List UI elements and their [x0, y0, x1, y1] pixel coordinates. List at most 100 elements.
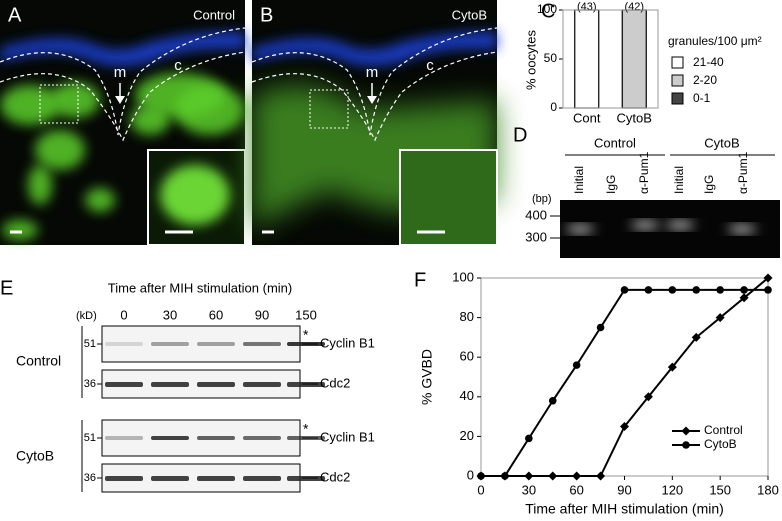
marker [596, 471, 606, 481]
mw-label: 51 [84, 432, 96, 444]
time-label: 90 [255, 307, 269, 322]
marker [548, 396, 557, 405]
blot-band [197, 476, 235, 481]
nucleus-layer [252, 31, 497, 66]
green-signal [28, 165, 52, 205]
gel-band [728, 225, 756, 233]
blot-band [243, 342, 281, 346]
micrograph: B CytoB m c [251, 0, 498, 246]
inset-region [309, 89, 349, 129]
bar-segment [574, 9, 600, 109]
blot-band [197, 436, 235, 440]
annotation: c [174, 57, 182, 74]
nucleus-layer [0, 31, 245, 66]
blot-band [243, 476, 281, 481]
panel-label: B [260, 4, 273, 26]
time-label: 30 [163, 307, 177, 322]
unit-label: (bp) [532, 193, 552, 205]
marker [668, 286, 677, 294]
blot-band [151, 476, 189, 481]
legend-swatch [671, 56, 684, 69]
marker [572, 471, 582, 481]
marker [763, 273, 773, 283]
x-tick-label: 60 [569, 482, 583, 497]
condition-label: CytoB [452, 7, 487, 22]
group-label: Control [16, 353, 61, 369]
y-tick-label: 100 [452, 269, 474, 284]
blot-band [243, 436, 281, 440]
y-tick-label: 20 [460, 428, 474, 443]
legend-marker [682, 441, 690, 449]
arrowhead [367, 96, 377, 104]
y-tick-label: 0 [467, 467, 474, 482]
mw-label: 51 [84, 338, 96, 350]
blot-band [105, 342, 143, 346]
x-tick-label: 30 [522, 482, 536, 497]
marker [477, 472, 485, 480]
lane-label: α-Pum1 [736, 151, 750, 194]
gel-band [666, 221, 694, 229]
marker [691, 332, 701, 342]
time-label: 60 [209, 307, 223, 322]
marker [643, 392, 653, 402]
star: * [303, 421, 309, 437]
legend-marker [681, 426, 691, 436]
y-tick-label: 100 [537, 2, 557, 16]
panel-label: C [541, 0, 555, 22]
membrane-outline [251, 27, 498, 136]
x-tick-label: 120 [661, 482, 683, 497]
gel-band [566, 225, 594, 233]
band-label: Cyclin B1 [320, 429, 375, 444]
lane-label: Initial [672, 166, 686, 194]
y-tick-label: 50 [544, 51, 558, 65]
blot-band [151, 382, 189, 387]
marker [644, 286, 653, 294]
marker [764, 286, 772, 294]
panel-label: E [0, 277, 13, 299]
y-axis-label: % oocytes [523, 30, 538, 90]
marker [620, 422, 629, 431]
band-label: Cdc2 [320, 375, 350, 390]
blot-band [151, 342, 189, 346]
cortex-outline [251, 51, 498, 142]
marker-label: 300 [525, 229, 547, 244]
marker [739, 293, 749, 303]
group-label: CytoB [704, 135, 739, 150]
band-label: Cdc2 [320, 469, 350, 484]
legend-swatch [671, 74, 684, 87]
arrowhead [115, 96, 125, 104]
green-signal [35, 130, 85, 170]
legend-label: CytoB [704, 437, 737, 451]
y-axis-label: % GVBD [419, 349, 435, 405]
annotation: c [426, 57, 434, 74]
time-label: 0 [120, 307, 127, 322]
blot-band [105, 382, 143, 387]
condition-label: Control [193, 7, 235, 22]
marker-label: 400 [525, 207, 547, 222]
blot-title: Time after MIH stimulation (min) [108, 280, 292, 295]
green-signal [0, 85, 60, 125]
marker [501, 472, 509, 480]
blot-band [197, 342, 235, 346]
time-label: 150 [295, 307, 317, 322]
blot-band [151, 436, 189, 440]
green-signal [85, 188, 115, 212]
y-tick-label: 40 [460, 388, 474, 403]
marker [525, 434, 533, 443]
legend-label: 2-20 [693, 73, 717, 87]
micrograph: A Control m c [0, 0, 246, 246]
blot-band [243, 382, 281, 387]
marker [572, 361, 581, 369]
marker [596, 323, 605, 332]
x-tick-label: 150 [709, 482, 731, 497]
lane-label: IgG [604, 175, 618, 194]
marker [548, 471, 558, 481]
marker [620, 286, 629, 294]
cortex-outline [0, 51, 246, 142]
green-signal [2, 220, 38, 240]
x-tick-label: 180 [757, 482, 779, 497]
marker [716, 286, 724, 294]
legend-swatch [671, 92, 684, 105]
legend-label: Control [704, 423, 743, 437]
